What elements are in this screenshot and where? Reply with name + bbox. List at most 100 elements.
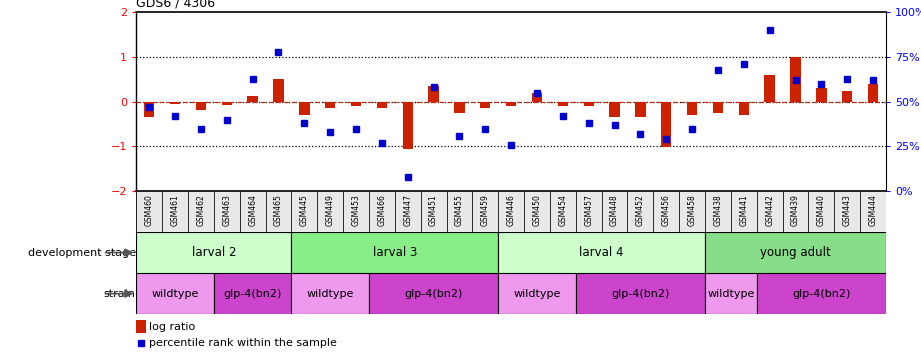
- Bar: [136, 232, 291, 273]
- Bar: [834, 191, 860, 232]
- Text: glp-4(bn2): glp-4(bn2): [224, 288, 282, 299]
- Text: glp-4(bn2): glp-4(bn2): [612, 288, 670, 299]
- Text: GSM454: GSM454: [558, 194, 567, 226]
- Bar: [214, 191, 239, 232]
- Bar: [705, 232, 886, 273]
- Text: larval 4: larval 4: [579, 246, 624, 259]
- Text: GSM441: GSM441: [740, 194, 749, 226]
- Text: percentile rank within the sample: percentile rank within the sample: [149, 338, 337, 348]
- Bar: [679, 191, 705, 232]
- Bar: [610, 102, 620, 117]
- Text: GSM439: GSM439: [791, 194, 800, 226]
- Bar: [351, 102, 361, 106]
- Text: GSM451: GSM451: [429, 194, 438, 226]
- Bar: [214, 273, 291, 314]
- Bar: [842, 91, 853, 102]
- Bar: [188, 191, 214, 232]
- Text: GSM440: GSM440: [817, 194, 826, 226]
- Text: GSM464: GSM464: [248, 194, 257, 226]
- Bar: [764, 75, 775, 102]
- Text: GSM446: GSM446: [507, 194, 516, 226]
- Bar: [576, 273, 705, 314]
- Text: GSM453: GSM453: [352, 194, 360, 226]
- Text: GSM462: GSM462: [196, 194, 205, 226]
- Bar: [325, 102, 335, 109]
- Bar: [454, 102, 464, 113]
- Text: GSM449: GSM449: [326, 194, 334, 226]
- Text: wildtype: wildtype: [513, 288, 561, 299]
- Bar: [498, 191, 524, 232]
- Text: GDS6 / 4306: GDS6 / 4306: [136, 0, 216, 10]
- Bar: [136, 273, 214, 314]
- Bar: [136, 191, 162, 232]
- Bar: [395, 191, 421, 232]
- Text: GSM463: GSM463: [222, 194, 231, 226]
- Bar: [558, 102, 568, 106]
- Bar: [757, 273, 886, 314]
- Text: GSM447: GSM447: [403, 194, 413, 226]
- Bar: [531, 93, 542, 102]
- Bar: [265, 191, 291, 232]
- Bar: [661, 102, 671, 147]
- Text: GSM450: GSM450: [532, 194, 542, 226]
- Text: GSM459: GSM459: [481, 194, 490, 226]
- Text: GSM457: GSM457: [584, 194, 593, 226]
- Bar: [447, 191, 472, 232]
- Bar: [550, 191, 576, 232]
- Bar: [162, 191, 188, 232]
- Bar: [731, 191, 757, 232]
- Bar: [816, 89, 826, 102]
- Bar: [377, 102, 387, 109]
- Bar: [222, 102, 232, 105]
- Text: wildtype: wildtype: [151, 288, 199, 299]
- Bar: [291, 232, 498, 273]
- Text: GSM444: GSM444: [869, 194, 878, 226]
- Text: GSM465: GSM465: [274, 194, 283, 226]
- Bar: [757, 191, 783, 232]
- Text: wildtype: wildtype: [707, 288, 754, 299]
- Text: GSM442: GSM442: [765, 194, 775, 226]
- Text: GSM460: GSM460: [145, 194, 154, 226]
- Bar: [369, 191, 395, 232]
- Text: development stage: development stage: [28, 247, 135, 258]
- Text: wildtype: wildtype: [307, 288, 354, 299]
- Text: larval 2: larval 2: [192, 246, 236, 259]
- Bar: [687, 102, 697, 115]
- Text: GSM455: GSM455: [455, 194, 464, 226]
- Text: glp-4(bn2): glp-4(bn2): [404, 288, 462, 299]
- Text: GSM452: GSM452: [635, 194, 645, 226]
- Bar: [428, 86, 438, 102]
- Bar: [713, 102, 723, 113]
- Bar: [472, 191, 498, 232]
- Bar: [584, 102, 594, 106]
- Bar: [601, 191, 627, 232]
- Bar: [480, 102, 491, 109]
- Bar: [344, 191, 369, 232]
- Bar: [196, 102, 206, 110]
- Text: GSM448: GSM448: [610, 194, 619, 226]
- Bar: [739, 102, 749, 115]
- Bar: [635, 102, 646, 117]
- Text: GSM443: GSM443: [843, 194, 852, 226]
- Text: GSM438: GSM438: [714, 194, 722, 226]
- Bar: [421, 191, 447, 232]
- Bar: [790, 57, 800, 102]
- Text: larval 3: larval 3: [373, 246, 417, 259]
- Bar: [783, 191, 809, 232]
- Bar: [627, 191, 653, 232]
- Bar: [498, 273, 576, 314]
- Text: GSM458: GSM458: [688, 194, 696, 226]
- Text: GSM461: GSM461: [170, 194, 180, 226]
- Bar: [317, 191, 344, 232]
- Bar: [136, 320, 146, 333]
- Bar: [239, 191, 265, 232]
- Bar: [248, 96, 258, 102]
- Bar: [169, 102, 181, 104]
- Bar: [705, 273, 757, 314]
- Bar: [369, 273, 498, 314]
- Bar: [291, 273, 369, 314]
- Bar: [299, 102, 309, 115]
- Bar: [809, 191, 834, 232]
- Text: GSM466: GSM466: [378, 194, 387, 226]
- Text: log ratio: log ratio: [149, 322, 195, 332]
